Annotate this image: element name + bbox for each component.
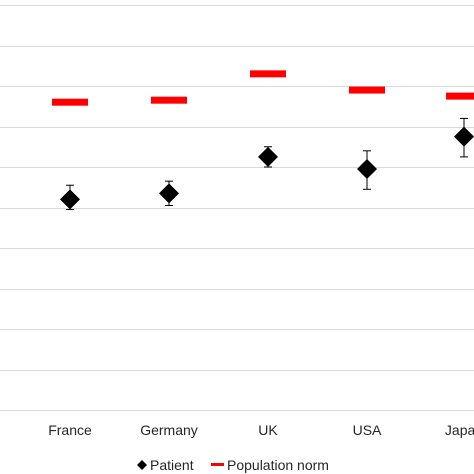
population-norm-marker <box>52 98 88 106</box>
legend-population-norm-marker <box>211 463 224 466</box>
gridlines <box>0 5 474 411</box>
patient-point <box>454 126 474 147</box>
patient-point <box>159 183 179 204</box>
population-norm-marker <box>446 92 474 100</box>
patient-point <box>258 146 278 167</box>
x-tick-label: Japan <box>445 422 474 438</box>
population-norm-marker <box>151 96 187 104</box>
population-norm-series <box>52 70 474 106</box>
x-tick-label: UK <box>258 422 278 438</box>
population-norm-marker <box>250 70 286 78</box>
legend-population-norm-label: Population norm <box>227 457 329 473</box>
legend-patient-label: Patient <box>150 457 194 473</box>
x-tick-label: France <box>48 422 92 438</box>
patient-point <box>357 159 377 180</box>
legend: Patient Population norm <box>137 457 329 473</box>
population-norm-marker <box>349 86 385 94</box>
x-tick-label: USA <box>353 422 382 438</box>
x-axis-tick-labels: France Germany UK USA Japan <box>48 422 474 438</box>
patient-point <box>60 189 80 210</box>
legend-patient-marker <box>137 460 147 470</box>
patient-series <box>60 126 474 210</box>
x-tick-label: Germany <box>140 422 198 438</box>
